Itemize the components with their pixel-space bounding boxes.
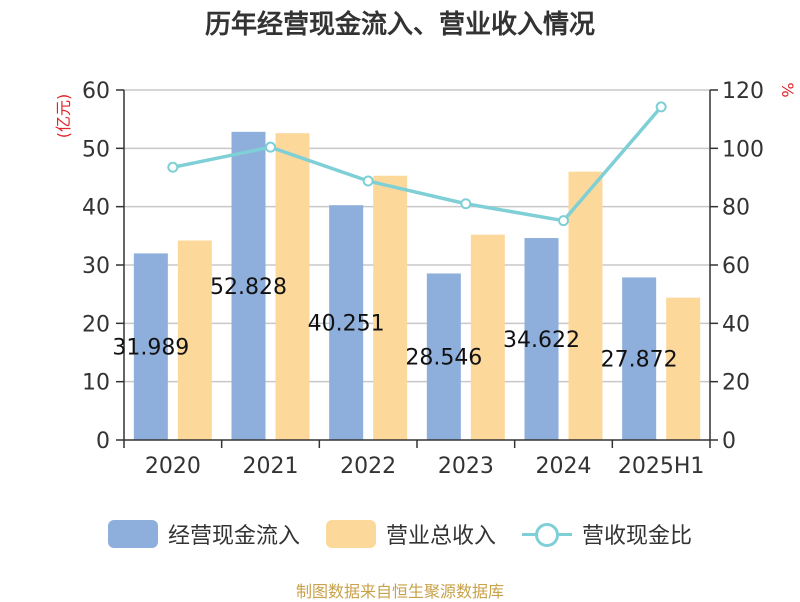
right-axis-tick-label: 100 (722, 137, 764, 162)
bar-cash-inflow (622, 277, 657, 440)
bar-revenue (275, 133, 310, 440)
bar-cash-inflow (231, 131, 266, 440)
legend-item-ratio[interactable]: 营收现金比 (522, 518, 692, 550)
chart-title: 历年经营现金流入、营业收入情况 (204, 10, 595, 40)
data-label-cash-inflow: 34.622 (503, 328, 580, 353)
bar-cash-inflow (133, 253, 168, 440)
left-axis-tick-label: 0 (96, 429, 110, 454)
x-axis-tick-label: 2022 (340, 454, 396, 479)
grid-lines (124, 89, 710, 383)
axes: 0 10 20 30 40 50 60 0 20 40 60 80 100 120 (亿元)% 2020 202… (54, 79, 797, 479)
ratio-point (558, 215, 569, 227)
ratio-point (167, 161, 179, 173)
left-axis-label: (亿元) (54, 94, 73, 139)
data-label-cash-inflow: 27.872 (601, 348, 678, 373)
left-axis-tick-label: 40 (82, 196, 110, 221)
legend-item-revenue[interactable]: 营业总收入 (325, 518, 496, 550)
data-label-cash-inflow: 31.989 (112, 336, 189, 361)
legend: 经营现金流入 营业总收入 营收现金比 (0, 516, 800, 552)
ratio-point (460, 198, 472, 210)
legend-label-ratio: 营收现金比 (582, 524, 693, 549)
right-axis-tick-label: 60 (722, 254, 750, 279)
right-axis-tick-label: 40 (722, 312, 750, 337)
right-axis-tick-label: 20 (722, 371, 750, 396)
legend-swatch-cash-inflow (107, 520, 158, 548)
ratio-line (167, 101, 667, 227)
left-axis-tick-label: 20 (82, 312, 110, 337)
data-label-cash-inflow: 40.251 (308, 312, 385, 337)
data-label-cash-inflow: 52.828 (210, 275, 287, 300)
x-axis-tick-label: 2023 (438, 454, 494, 479)
left-axis-tick-label: 30 (82, 254, 110, 279)
ratio-point (265, 141, 276, 153)
x-axis-tick-label: 2024 (536, 454, 592, 479)
right-axis-tick-label: 0 (722, 429, 736, 454)
legend-label-revenue: 营业总收入 (385, 524, 496, 549)
source-note: 制图数据来自恒生聚源数据库 (295, 582, 504, 601)
bar-revenue (568, 171, 603, 440)
bar-cash-inflow (524, 238, 559, 440)
legend-swatch-revenue (325, 520, 376, 548)
left-axis-tick-label: 50 (82, 137, 110, 162)
bar-revenue (666, 297, 701, 440)
left-axis-tick-label: 10 (82, 371, 110, 396)
bar-cash-inflow (426, 273, 461, 440)
x-axis-tick-label: 2020 (145, 454, 201, 479)
right-axis-label: % (778, 82, 797, 97)
x-axis-tick-label: 2025H1 (618, 454, 705, 479)
bar-revenue (177, 240, 212, 440)
legend-item-cash-inflow[interactable]: 经营现金流入 (107, 518, 300, 550)
legend-swatch-ratio (522, 520, 572, 548)
left-axis-tick-label: 60 (82, 79, 110, 104)
ratio-line-path (172, 105, 663, 223)
bars (133, 131, 701, 440)
x-axis-tick-label: 2021 (243, 454, 299, 479)
legend-label-cash-inflow: 经营现金流入 (167, 524, 300, 549)
ratio-point (655, 101, 667, 113)
data-labels: 31.989 52.828 40.251 28.546 34.622 27.872 (112, 275, 677, 373)
right-axis-tick-label: 80 (722, 196, 750, 221)
data-label-cash-inflow: 28.546 (405, 346, 482, 371)
right-axis-tick-label: 120 (722, 79, 764, 104)
chart-area: 0 10 20 30 40 50 60 0 20 40 60 80 100 120 (亿元)% 2020 202… (54, 79, 797, 479)
ratio-point (362, 175, 374, 187)
bar-revenue (470, 234, 505, 440)
bar-revenue (373, 175, 408, 440)
bar-cash-inflow (329, 205, 364, 440)
